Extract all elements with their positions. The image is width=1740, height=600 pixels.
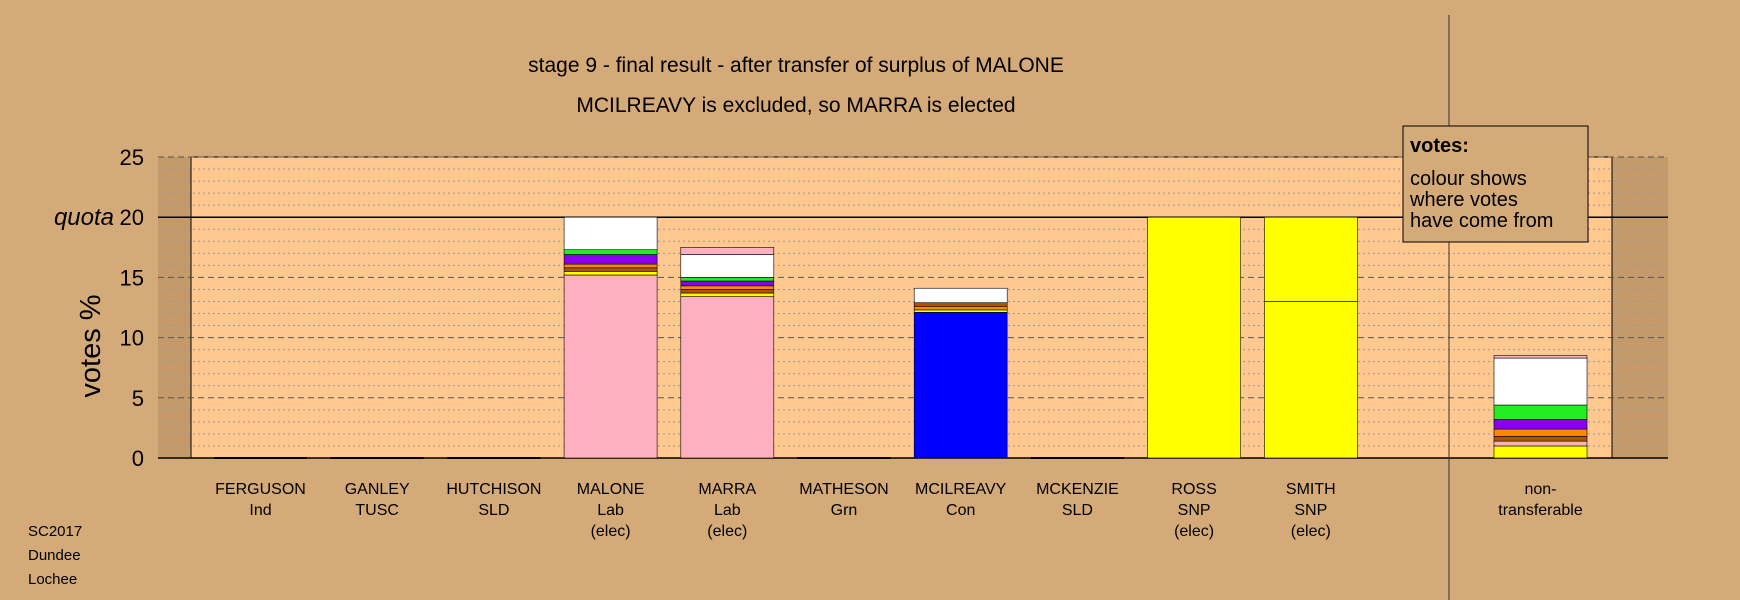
right-margin-band — [1612, 157, 1668, 458]
bar-non-transferable-segment — [1493, 436, 1588, 442]
x-label-ferguson: FERGUSON — [215, 481, 306, 498]
bar-non-transferable-segment — [1493, 428, 1588, 437]
footer-line-3: Lochee — [28, 571, 77, 588]
x-label-matheson: Grn — [831, 502, 858, 519]
bar-mcilreavy-segment — [913, 312, 1008, 459]
bar-smith-segment — [1264, 216, 1358, 302]
x-label-ganley: GANLEY — [345, 481, 410, 498]
y-tick-label: 5 — [132, 386, 144, 411]
bar-non-transferable-segment — [1493, 355, 1588, 359]
y-axis-label: votes % — [75, 294, 107, 397]
y-tick-label: 0 — [132, 446, 144, 471]
x-label-mckenzie: SLD — [1062, 502, 1093, 519]
legend-line-1: colour shows — [1410, 168, 1527, 190]
bar-malone-segment — [563, 216, 658, 251]
bar-malone-segment — [563, 254, 658, 265]
legend: votes: colour shows where votes have com… — [1402, 125, 1589, 243]
chart-title: stage 9 - final result - after transfer … — [528, 54, 1064, 77]
x-label-malone: Lab — [597, 502, 624, 519]
x-axis-labels: FERGUSON Ind GANLEY TUSC HUTCHISON SLD MALONE L… — [215, 481, 1583, 540]
x-label-hutchison: SLD — [478, 502, 509, 519]
x-label-ross: (elec) — [1174, 523, 1214, 540]
x-label-smith: (elec) — [1291, 523, 1331, 540]
bar-marra-segment — [680, 292, 775, 297]
x-label-ross: SNP — [1178, 502, 1211, 519]
bar-mcilreavy-segment — [913, 287, 1008, 303]
bar-malone-segment — [563, 267, 658, 272]
bar-malone-segment — [563, 274, 658, 459]
y-tick-label: 10 — [120, 326, 144, 351]
bar-smith-segment — [1264, 301, 1358, 459]
bar-marra-segment — [680, 296, 775, 459]
bar-marra-segment — [680, 247, 775, 255]
x-label-mcilreavy: Con — [946, 502, 975, 519]
x-label-mcilreavy: MCILREAVY — [915, 481, 1007, 498]
y-tick-label: 25 — [120, 145, 144, 170]
legend-line-3: have come from — [1410, 210, 1553, 232]
footer-line-1: SC2017 — [28, 523, 82, 540]
bar-marra-segment — [680, 254, 775, 278]
x-label-hutchison: HUTCHISON — [446, 481, 541, 498]
x-label-malone: (elec) — [591, 523, 631, 540]
bar-malone-segment — [563, 263, 658, 269]
legend-box — [1402, 125, 1589, 243]
bar-marra-segment — [680, 280, 775, 287]
bar-non-transferable-segment — [1493, 440, 1588, 447]
bar-marra-segment — [680, 285, 775, 290]
bar-mcilreavy-segment — [913, 305, 1008, 311]
left-margin-band — [158, 157, 191, 458]
bar-mcilreavy-segment — [913, 302, 1008, 307]
y-tick-label: 15 — [120, 265, 144, 290]
x-label-non-transferable: transferable — [1498, 502, 1583, 519]
plot-panel — [190, 156, 1613, 459]
bar-non-transferable-segment — [1493, 445, 1588, 459]
legend-line-2: where votes — [1409, 189, 1518, 211]
x-label-ganley: TUSC — [355, 502, 399, 519]
quota-label: quota — [54, 204, 114, 231]
bars — [214, 216, 1588, 459]
x-label-marra: Lab — [714, 502, 741, 519]
y-tick-label: 20 — [120, 205, 144, 230]
bar-malone-segment — [563, 271, 658, 276]
bar-mcilreavy-segment — [913, 309, 1008, 313]
legend-title: votes: — [1410, 135, 1469, 157]
chart-subtitle: MCILREAVY is excluded, so MARRA is elect… — [576, 94, 1015, 117]
x-label-smith: SNP — [1294, 502, 1327, 519]
x-label-mckenzie: MCKENZIE — [1036, 481, 1119, 498]
x-label-smith: SMITH — [1286, 481, 1336, 498]
x-label-marra: (elec) — [707, 523, 747, 540]
x-label-non-transferable: non- — [1524, 481, 1556, 498]
x-label-marra: MARRA — [698, 481, 756, 498]
footer-line-2: Dundee — [28, 547, 81, 564]
bar-malone-segment — [563, 249, 658, 255]
x-label-matheson: MATHESON — [799, 481, 888, 498]
bar-ross-segment — [1147, 216, 1241, 459]
x-label-ferguson: Ind — [249, 502, 271, 519]
bar-non-transferable-segment — [1493, 357, 1588, 406]
y-tick-labels: 0 5 10 15 20 25 — [120, 145, 144, 471]
x-label-ross: ROSS — [1171, 481, 1216, 498]
x-label-malone: MALONE — [577, 481, 645, 498]
plot-area — [158, 15, 1668, 600]
bar-non-transferable-segment — [1493, 404, 1588, 420]
bar-marra-segment — [680, 289, 775, 294]
bar-non-transferable-segment — [1493, 419, 1588, 430]
bar-marra-segment — [680, 277, 775, 282]
